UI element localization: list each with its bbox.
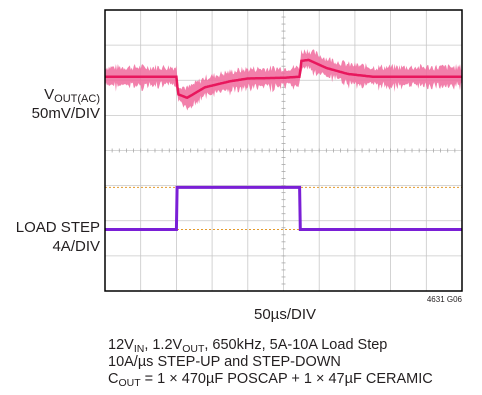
time-scale-label: 50µs/DIV xyxy=(254,306,316,323)
load-step-label: LOAD STEP xyxy=(15,219,100,236)
caption-line-1: 12VIN, 1.2VOUT, 650kHz, 5A-10A Load Step xyxy=(108,337,388,355)
vout-scale-label: 50mV/DIV xyxy=(31,105,100,122)
load-scale-label: 4A/DIV xyxy=(52,238,100,255)
figure-id: 4631 G06 xyxy=(426,295,462,304)
vout-trace xyxy=(105,58,462,100)
vout-noise-band xyxy=(105,48,462,111)
screen-border xyxy=(104,9,463,292)
load-step-trace xyxy=(105,185,462,231)
grid xyxy=(104,9,463,292)
caption-line-2: 10A/µs STEP-UP and STEP-DOWN xyxy=(108,354,341,370)
vout-channel-label: VOUT(AC) xyxy=(10,86,100,105)
caption-line-3: COUT = 1 × 470µF POSCAP + 1 × 47µF CERAM… xyxy=(108,371,433,389)
vout-name: V xyxy=(44,86,55,103)
traces xyxy=(105,48,462,231)
vout-subscript: OUT(AC) xyxy=(54,93,100,105)
